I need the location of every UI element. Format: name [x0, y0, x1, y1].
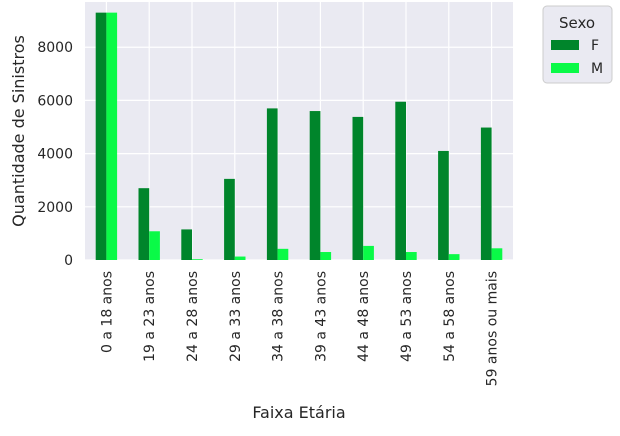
x-axis-label: Faixa Etária [252, 403, 345, 422]
y-axis-label: Quantidade de Sinistros [9, 35, 28, 227]
y-tick-labels: 0 2000 4000 6000 8000 [37, 40, 73, 269]
bar-m-6 [363, 245, 374, 260]
bar-m-0 [106, 12, 118, 260]
y-tick-label: 4000 [37, 147, 73, 163]
x-tick-label: 59 anos ou mais [485, 271, 501, 386]
y-tick-label: 8000 [37, 40, 73, 56]
legend-swatch-m [551, 63, 579, 73]
bar-f-2 [181, 229, 192, 260]
bar-m-7 [406, 252, 417, 260]
bar-f-0 [95, 12, 107, 260]
x-tick-label: 39 a 43 anos [313, 271, 329, 362]
x-tick-label: 54 a 58 anos [442, 271, 458, 362]
bars [95, 12, 503, 260]
bar-m-4 [277, 248, 289, 260]
legend: Sexo F M [542, 5, 613, 84]
legend-title: Sexo [559, 14, 595, 32]
x-tick-label: 29 a 33 anos [228, 271, 244, 362]
x-tick-label: 34 a 38 anos [271, 271, 287, 362]
bar-m-8 [448, 254, 460, 260]
x-tick-label: 24 a 28 anos [185, 271, 201, 362]
bar-m-3 [234, 256, 246, 260]
bar-f-1 [138, 188, 150, 260]
x-tick-label: 19 a 23 anos [142, 271, 158, 362]
bar-m-2 [192, 259, 203, 260]
bar-f-4 [266, 108, 278, 260]
bar-f-6 [352, 116, 364, 260]
x-tick-label: 44 a 48 anos [356, 271, 372, 362]
bar-f-7 [395, 101, 406, 260]
bar-f-8 [438, 150, 449, 260]
bar-f-3 [224, 178, 235, 260]
x-tick-label: 0 a 18 anos [99, 271, 115, 353]
x-tick-labels: 0 a 18 anos 19 a 23 anos 24 a 28 anos 29 a … [99, 271, 500, 386]
bar-m-9 [491, 248, 503, 260]
y-tick-label: 6000 [37, 93, 73, 109]
bar-m-1 [149, 231, 160, 260]
x-tick-label: 49 a 53 anos [399, 271, 415, 362]
bar-m-5 [320, 252, 332, 260]
y-tick-label: 0 [64, 253, 73, 269]
legend-label-f: F [591, 38, 599, 54]
bar-f-5 [309, 111, 321, 260]
bar-f-9 [480, 127, 492, 260]
legend-swatch-f [551, 40, 579, 50]
y-tick-label: 2000 [37, 200, 73, 216]
legend-label-m: M [591, 61, 603, 77]
